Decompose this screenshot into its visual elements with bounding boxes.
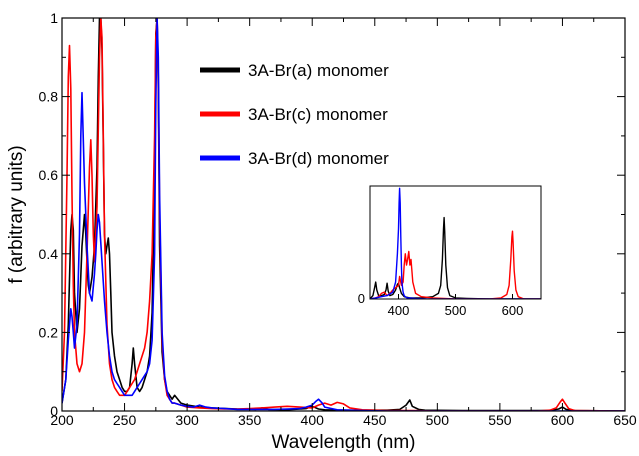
main-plot: 200 250 300 350 400 450 500 550 600 650 0 0.2 0.4 0.6…	[39, 10, 637, 428]
legend: 3A-Br(a) monomer 3A-Br(c) monomer 3A-Br(d)…	[200, 61, 389, 168]
y-tick-label: 0.8	[39, 89, 59, 105]
x-tick-label: 450	[363, 412, 387, 428]
inset-plot: 400 500 600 0	[358, 185, 542, 318]
x-tick-label: 250	[113, 412, 137, 428]
y-tick-label: 0.4	[39, 246, 59, 262]
x-tick-label: 550	[488, 412, 512, 428]
x-tick-label: 200	[50, 412, 74, 428]
inset-tick-labels: 400 500 600 0	[358, 291, 524, 318]
inset-x-tick-label: 600	[502, 303, 524, 318]
series-line-3	[62, 18, 625, 411]
x-tick-label: 500	[426, 412, 450, 428]
legend-label-3: 3A-Br(d) monomer	[248, 149, 389, 168]
main-ticks	[61, 17, 626, 412]
inset-x-tick-label: 500	[445, 303, 467, 318]
x-tick-label: 600	[551, 412, 575, 428]
y-tick-label: 1	[50, 10, 58, 26]
inset-x-tick-label: 400	[388, 303, 410, 318]
x-axis-label: Wavelength (nm)	[272, 432, 416, 453]
inset-ticks	[398, 294, 513, 299]
main-tick-labels: 200 250 300 350 400 450 500 550 600 650 0 0.2 0.4 0.6…	[39, 10, 637, 428]
legend-label-1: 3A-Br(a) monomer	[248, 61, 389, 80]
inset-y-tick-label: 0	[358, 291, 365, 306]
x-tick-label: 400	[301, 412, 325, 428]
inset-series-line-1	[370, 216, 541, 299]
series-line-2	[62, 18, 625, 411]
inset-series-group	[370, 187, 541, 299]
y-axis-label: f (arbitrary units)	[6, 145, 27, 283]
x-tick-label: 350	[238, 412, 262, 428]
y-tick-label: 0.2	[39, 324, 59, 340]
y-tick-label: 0	[50, 403, 58, 419]
x-tick-label: 650	[613, 412, 637, 428]
y-tick-label: 0.6	[39, 167, 59, 183]
x-tick-label: 300	[175, 412, 199, 428]
legend-label-2: 3A-Br(c) monomer	[248, 105, 388, 124]
inset-series-line-3	[370, 187, 541, 299]
